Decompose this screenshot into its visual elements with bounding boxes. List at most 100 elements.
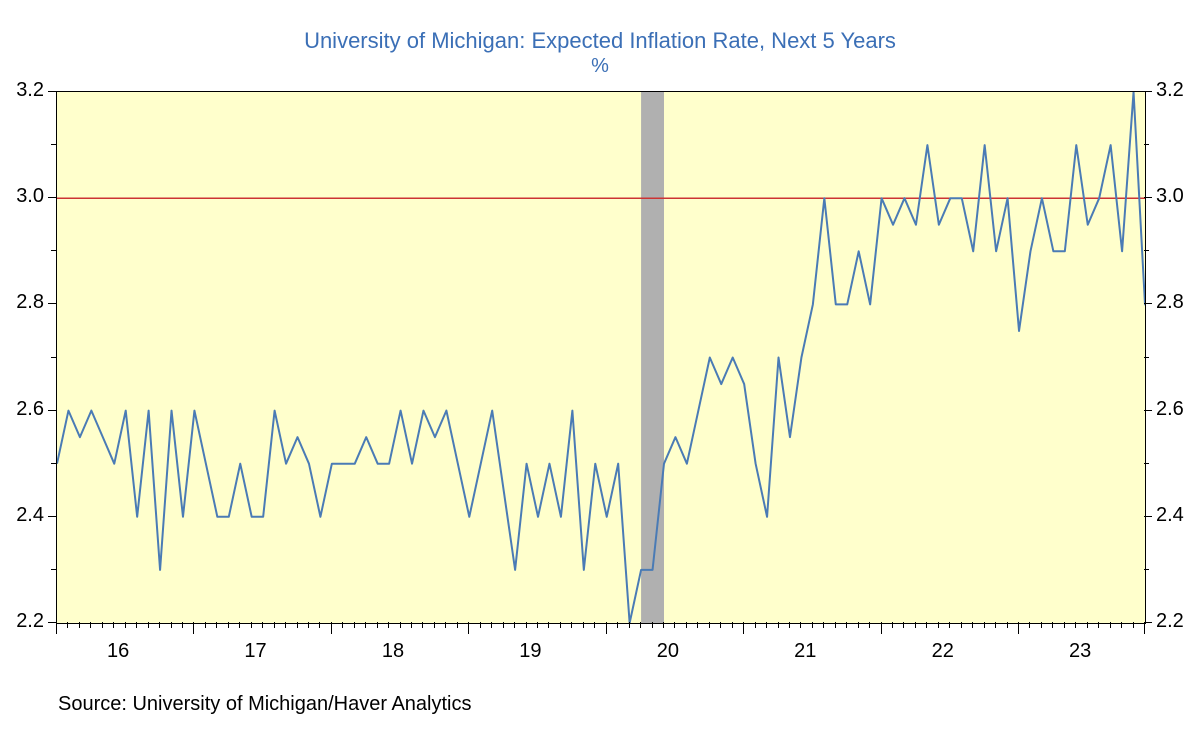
x-minor-tick [159, 622, 160, 628]
y-label-left: 3.2 [16, 79, 44, 102]
x-minor-tick [789, 622, 790, 628]
x-minor-tick [1110, 622, 1111, 628]
x-minor-tick [434, 622, 435, 628]
x-minor-tick [205, 622, 206, 628]
x-minor-tick [835, 622, 836, 628]
y-label-left: 3.0 [16, 185, 44, 208]
y-label-right: 3.2 [1156, 79, 1184, 102]
y-tick-right [1144, 91, 1152, 92]
x-minor-tick [800, 622, 801, 628]
y-minor-tick-left [51, 144, 56, 145]
x-minor-tick [732, 622, 733, 628]
x-minor-tick [652, 622, 653, 628]
x-major-tick [331, 622, 332, 634]
x-minor-tick [778, 622, 779, 628]
x-minor-tick [445, 622, 446, 628]
x-label: 17 [244, 640, 266, 663]
x-minor-tick [972, 622, 973, 628]
x-minor-tick [755, 622, 756, 628]
x-minor-tick [262, 622, 263, 628]
x-minor-tick [491, 622, 492, 628]
x-minor-tick [354, 622, 355, 628]
x-minor-tick [594, 622, 595, 628]
x-minor-tick [503, 622, 504, 628]
x-minor-tick [125, 622, 126, 628]
x-label: 18 [382, 640, 404, 663]
x-major-tick [743, 622, 744, 634]
y-label-left: 2.4 [16, 504, 44, 527]
y-minor-tick-right [1144, 463, 1149, 464]
x-minor-tick [526, 622, 527, 628]
x-minor-tick [892, 622, 893, 628]
y-tick-left [48, 91, 56, 92]
x-minor-tick [961, 622, 962, 628]
x-minor-tick [285, 622, 286, 628]
x-label: 23 [1069, 640, 1091, 663]
x-minor-tick [514, 622, 515, 628]
y-tick-right [1144, 622, 1152, 623]
x-minor-tick [617, 622, 618, 628]
x-minor-tick [903, 622, 904, 628]
x-minor-tick [1041, 622, 1042, 628]
x-minor-tick [411, 622, 412, 628]
x-minor-tick [583, 622, 584, 628]
x-minor-tick [869, 622, 870, 628]
x-minor-tick [984, 622, 985, 628]
chart-container: University of Michigan: Expected Inflati… [0, 0, 1200, 733]
x-minor-tick [812, 622, 813, 628]
x-minor-tick [560, 622, 561, 628]
x-major-tick [193, 622, 194, 634]
x-minor-tick [377, 622, 378, 628]
x-minor-tick [148, 622, 149, 628]
x-minor-tick [1007, 622, 1008, 628]
x-minor-tick [846, 622, 847, 628]
y-minor-tick-right [1144, 357, 1149, 358]
x-minor-tick [400, 622, 401, 628]
y-minor-tick-right [1144, 250, 1149, 251]
x-minor-tick [136, 622, 137, 628]
x-minor-tick [766, 622, 767, 628]
y-tick-right [1144, 516, 1152, 517]
x-minor-tick [1087, 622, 1088, 628]
x-minor-tick [182, 622, 183, 628]
x-minor-tick [674, 622, 675, 628]
x-minor-tick [365, 622, 366, 628]
x-minor-tick [171, 622, 172, 628]
y-tick-left [48, 622, 56, 623]
y-label-left: 2.2 [16, 610, 44, 633]
y-tick-right [1144, 197, 1152, 198]
y-minor-tick-left [51, 357, 56, 358]
x-label: 22 [932, 640, 954, 663]
y-label-right: 2.4 [1156, 504, 1184, 527]
y-label-left: 2.6 [16, 398, 44, 421]
x-minor-tick [1052, 622, 1053, 628]
x-major-tick [1018, 622, 1019, 634]
y-minor-tick-left [51, 569, 56, 570]
x-minor-tick [388, 622, 389, 628]
x-minor-tick [308, 622, 309, 628]
x-major-tick [881, 622, 882, 634]
y-minor-tick-right [1144, 569, 1149, 570]
x-minor-tick [251, 622, 252, 628]
x-minor-tick [102, 622, 103, 628]
x-minor-tick [422, 622, 423, 628]
y-label-right: 2.8 [1156, 291, 1184, 314]
x-minor-tick [949, 622, 950, 628]
x-minor-tick [90, 622, 91, 628]
y-minor-tick-left [51, 463, 56, 464]
x-minor-tick [67, 622, 68, 628]
x-label: 20 [657, 640, 679, 663]
y-tick-left [48, 303, 56, 304]
x-minor-tick [274, 622, 275, 628]
y-tick-left [48, 516, 56, 517]
recession-band [641, 92, 664, 623]
x-minor-tick [216, 622, 217, 628]
x-minor-tick [858, 622, 859, 628]
x-minor-tick [113, 622, 114, 628]
data-line [57, 92, 1145, 623]
x-minor-tick [629, 622, 630, 628]
y-tick-right [1144, 303, 1152, 304]
y-label-right: 3.0 [1156, 185, 1184, 208]
x-major-tick [1144, 622, 1145, 634]
x-minor-tick [297, 622, 298, 628]
